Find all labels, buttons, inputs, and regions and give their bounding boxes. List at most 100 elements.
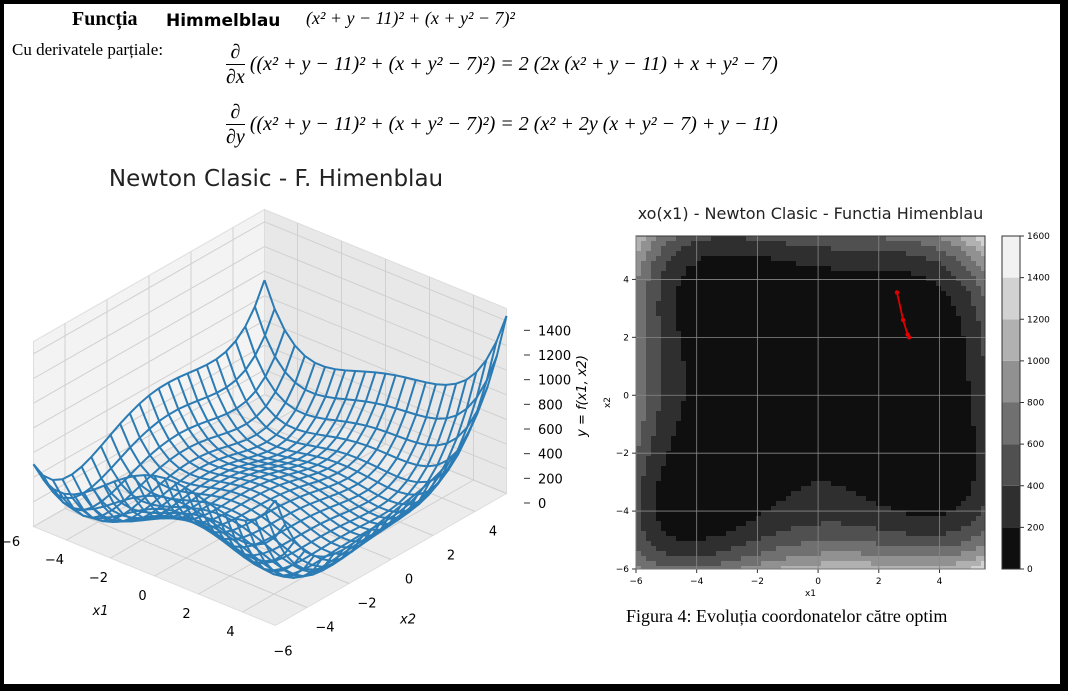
contour-cell xyxy=(781,236,787,242)
contour-cell xyxy=(871,341,877,347)
contour-cell xyxy=(806,466,812,472)
contour-cell xyxy=(646,486,652,492)
contour-cell xyxy=(691,421,697,427)
contour-cell xyxy=(901,251,907,257)
contour-cell xyxy=(761,546,767,552)
contour-cell xyxy=(741,266,747,272)
y-tick-label: −4 xyxy=(315,621,334,636)
contour-cell xyxy=(856,416,862,422)
contour-cell xyxy=(976,431,982,437)
contour-cell xyxy=(791,261,797,267)
contour-cell xyxy=(771,481,777,487)
contour-cell xyxy=(901,346,907,352)
contour-cell xyxy=(776,386,782,392)
contour-cell xyxy=(776,546,782,552)
contour-cell xyxy=(806,321,812,327)
contour-cell xyxy=(836,536,842,542)
contour-cell xyxy=(871,511,877,517)
contour-cell xyxy=(716,306,722,312)
contour-cell xyxy=(681,431,687,437)
contour-cell xyxy=(666,346,672,352)
contour-cell xyxy=(641,296,647,302)
contour-cell xyxy=(926,256,932,262)
contour-cell xyxy=(946,356,952,362)
contour-cell xyxy=(981,546,986,552)
contour-cell xyxy=(801,271,807,277)
contour-cell xyxy=(941,471,947,477)
contour-cell xyxy=(721,531,727,537)
contour-cell xyxy=(741,271,747,277)
contour-cell xyxy=(646,511,652,517)
contour-cell xyxy=(721,466,727,472)
contour-cell xyxy=(736,556,742,562)
contour-cell xyxy=(861,511,867,517)
contour-cell xyxy=(706,321,712,327)
contour-cell xyxy=(821,256,827,262)
contour-cell xyxy=(936,441,942,447)
contour-cell xyxy=(651,301,657,307)
contour-cell xyxy=(961,506,967,512)
contour-cell xyxy=(696,416,702,422)
contour-cell xyxy=(676,381,682,387)
contour-cell xyxy=(861,476,867,482)
contour-cell xyxy=(641,381,647,387)
contour-cell xyxy=(836,566,842,570)
contour-cell xyxy=(866,436,872,442)
contour-cell xyxy=(916,516,922,522)
contour-cell xyxy=(886,416,892,422)
contour-cell xyxy=(671,466,677,472)
contour-cell xyxy=(751,391,757,397)
contour-cell xyxy=(896,446,902,452)
contour-cell xyxy=(841,396,847,402)
contour-cell xyxy=(746,501,752,507)
contour-cell xyxy=(721,276,727,282)
contour-cell xyxy=(811,281,817,287)
contour-cell xyxy=(741,396,747,402)
contour-cell xyxy=(786,271,792,277)
contour-cell xyxy=(801,476,807,482)
contour-cell xyxy=(956,431,962,437)
y-axis-label: x2 xyxy=(399,613,416,628)
contour-cell xyxy=(741,286,747,292)
contour-cell xyxy=(781,246,787,252)
contour-cell xyxy=(866,306,872,312)
contour-cell xyxy=(711,296,717,302)
contour-cell xyxy=(936,346,942,352)
contour-cell xyxy=(896,336,902,342)
contour-cell xyxy=(956,531,962,537)
contour-cell xyxy=(886,251,892,257)
contour-cell xyxy=(721,496,727,502)
contour-cell xyxy=(726,241,732,247)
contour-cell xyxy=(851,371,857,377)
contour-cell xyxy=(751,351,757,357)
contour-cell xyxy=(846,536,852,542)
contour-cell xyxy=(981,286,986,292)
contour-cell xyxy=(981,301,986,307)
contour-cell xyxy=(891,341,897,347)
contour-cell xyxy=(866,376,872,382)
contour-cell xyxy=(691,441,697,447)
contour-cell xyxy=(971,466,977,472)
contour-cell xyxy=(846,376,852,382)
contour-cell xyxy=(891,376,897,382)
contour-cell xyxy=(636,236,642,242)
contour-cell xyxy=(831,251,837,257)
contour-cell xyxy=(681,511,687,517)
contour-cell xyxy=(896,441,902,447)
contour-cell xyxy=(746,356,752,362)
contour-cell xyxy=(836,316,842,322)
contour-cell xyxy=(756,406,762,412)
contour-cell xyxy=(816,266,822,272)
contour-cell xyxy=(736,451,742,457)
contour-cell xyxy=(946,371,952,377)
contour-cell xyxy=(796,236,802,242)
contour-cell xyxy=(826,301,832,307)
contour-cell xyxy=(966,381,972,387)
contour-cell xyxy=(966,306,972,312)
contour-cell xyxy=(806,541,812,547)
contour-cell xyxy=(856,421,862,427)
contour-cell xyxy=(971,451,977,457)
contour-cell xyxy=(936,241,942,247)
contour-cell xyxy=(936,366,942,372)
contour-cell xyxy=(636,486,642,492)
